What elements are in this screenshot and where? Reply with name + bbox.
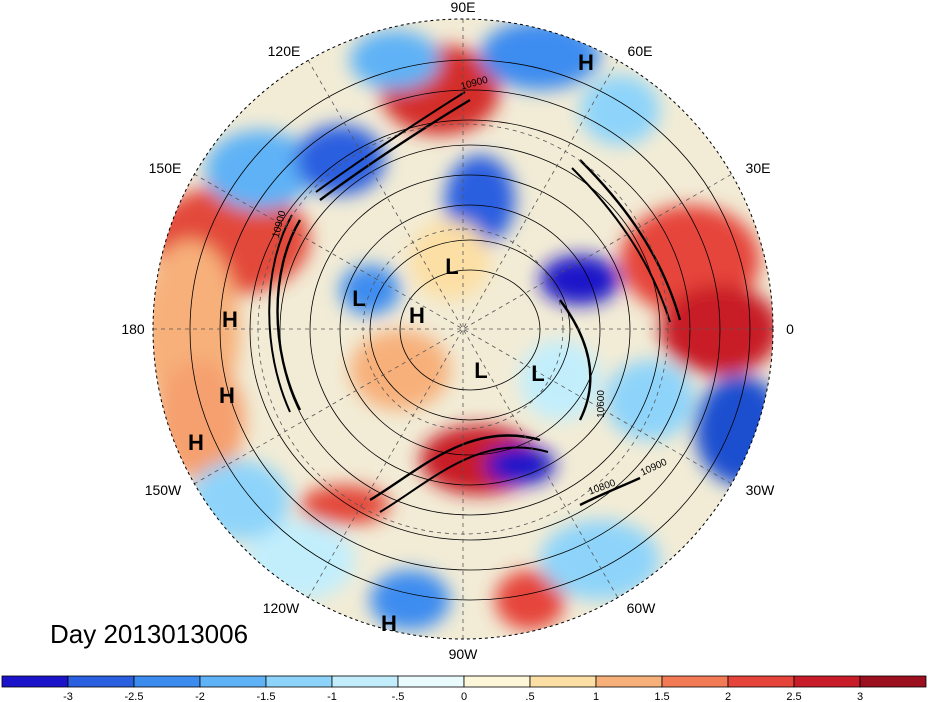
- colorbar-box: [859, 675, 927, 688]
- lon-label-120e: 120E: [268, 43, 301, 59]
- lon-label-0: 0: [786, 321, 794, 337]
- colorbar-tick-label: -3: [63, 691, 73, 702]
- colorbar-tick-label: 2.5: [786, 691, 801, 702]
- low-center: L: [445, 254, 458, 279]
- colorbar-box: [199, 675, 267, 688]
- lon-label-60w: 60W: [627, 600, 657, 616]
- colorbar-tick-label: 1: [593, 691, 599, 702]
- high-center: H: [409, 303, 425, 328]
- colorbar-box: [463, 675, 531, 688]
- colorbar-ticks: -3 -2.5 -2 -1.5 -1 -.5 0 .5 1 1.5 2 2.5 3: [63, 691, 863, 702]
- lon-label-180: 180: [121, 321, 145, 337]
- colorbar-tick-label: 0: [461, 691, 467, 702]
- colorbar-tick-label: -1.5: [257, 691, 276, 702]
- low-center: L: [531, 361, 544, 386]
- low-center: L: [352, 286, 365, 311]
- lon-label-150e: 150E: [149, 160, 182, 176]
- lon-label-30w: 30W: [746, 482, 776, 498]
- low-center: L: [474, 358, 487, 383]
- colorbar-tick-label: .5: [525, 691, 534, 702]
- day-label: Day 2013013006: [50, 619, 249, 649]
- colorbar-tick-label: -2.5: [125, 691, 144, 702]
- high-center: H: [578, 50, 594, 75]
- colorbar-box: [1, 675, 69, 688]
- colorbar-box: [265, 675, 333, 688]
- lon-label-30e: 30E: [746, 160, 771, 176]
- grid-lines: [153, 19, 773, 639]
- colorbar-tick-label: 2: [725, 691, 731, 702]
- colorbar-box: [397, 675, 465, 688]
- map-boundary: [152, 18, 774, 640]
- high-center: H: [219, 383, 235, 408]
- colorbar-boxes: [1, 675, 927, 688]
- colorbar-tick-label: -1: [327, 691, 337, 702]
- lon-label-120w: 120W: [263, 600, 300, 616]
- height-contours: [189, 59, 751, 601]
- colorbar-tick-label: 3: [857, 691, 863, 702]
- colorbar-box: [661, 675, 729, 688]
- colorbar-tick-label: -.5: [392, 691, 405, 702]
- high-center: H: [222, 307, 238, 332]
- colorbar-box: [529, 675, 597, 688]
- lon-label-150w: 150W: [145, 482, 182, 498]
- colorbar-tick-label: -2: [195, 691, 205, 702]
- colorbar-box: [331, 675, 399, 688]
- colorbar-box: [727, 675, 795, 688]
- high-center: H: [188, 430, 204, 455]
- lon-label-60e: 60E: [628, 43, 653, 59]
- colorbar-tick-label: 1.5: [654, 691, 669, 702]
- lon-label-90w: 90W: [449, 646, 479, 662]
- lon-label-90e: 90E: [451, 0, 476, 15]
- contour-label: 10600: [596, 390, 607, 418]
- colorbar-box: [595, 675, 663, 688]
- colorbar-box: [793, 675, 861, 688]
- colorbar-box: [67, 675, 135, 688]
- colorbar: -3 -2.5 -2 -1.5 -1 -.5 0 .5 1 1.5 2 2.5 3: [1, 675, 927, 702]
- polar-map: 90E 60E 30E 0 30W 60W 90W 120W 150W 180 …: [121, 0, 794, 662]
- anomaly-field: [153, 19, 773, 639]
- colorbar-box: [133, 675, 201, 688]
- high-center: H: [381, 611, 397, 636]
